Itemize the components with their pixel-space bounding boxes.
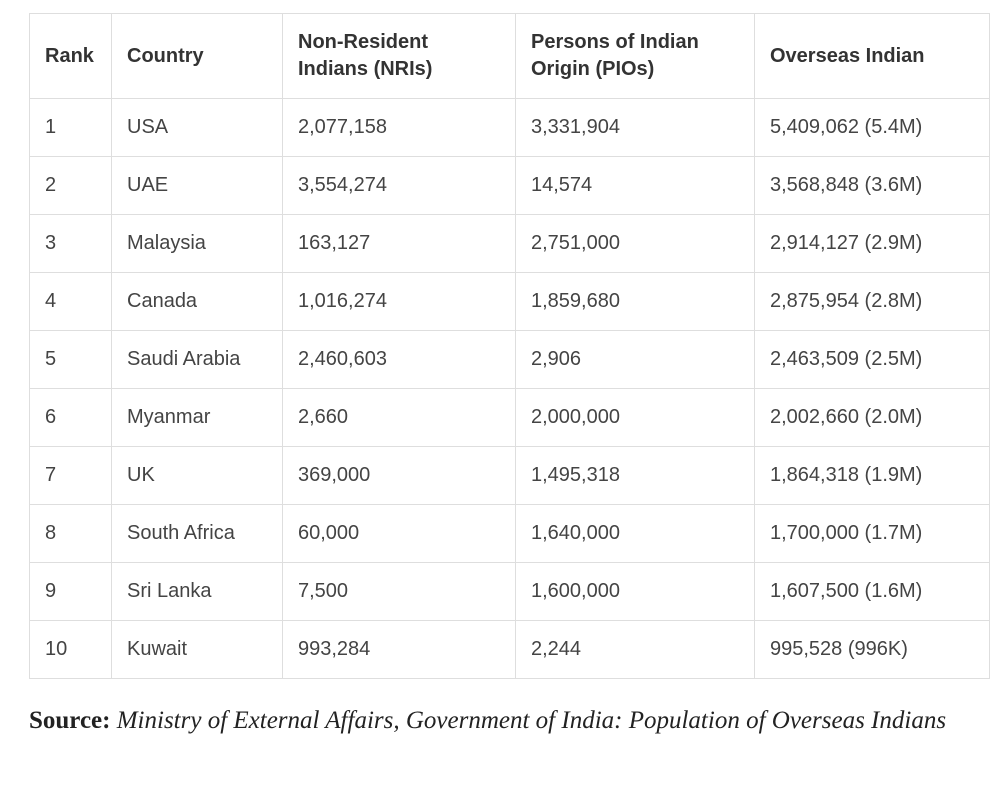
cell-pio: 1,640,000 [515, 504, 755, 563]
cell-overseas: 1,864,318 (1.9M) [754, 446, 990, 505]
cell-pio: 2,751,000 [515, 214, 755, 273]
table-row: 6 Myanmar 2,660 2,000,000 2,002,660 (2.0… [29, 388, 990, 447]
cell-pio: 1,859,680 [515, 272, 755, 331]
cell-pio: 2,000,000 [515, 388, 755, 447]
cell-country: South Africa [111, 504, 283, 563]
cell-overseas: 5,409,062 (5.4M) [754, 98, 990, 157]
cell-rank: 2 [29, 156, 112, 215]
cell-country: Kuwait [111, 620, 283, 679]
cell-pio: 14,574 [515, 156, 755, 215]
cell-nri: 2,077,158 [282, 98, 516, 157]
header-rank: Rank [29, 13, 112, 99]
table-header: Rank Country Non-Resident Indians (NRIs)… [29, 13, 990, 99]
cell-rank: 7 [29, 446, 112, 505]
cell-pio: 2,906 [515, 330, 755, 389]
cell-nri: 369,000 [282, 446, 516, 505]
cell-nri: 2,460,603 [282, 330, 516, 389]
cell-nri: 2,660 [282, 388, 516, 447]
cell-country: Malaysia [111, 214, 283, 273]
cell-pio: 1,600,000 [515, 562, 755, 621]
cell-overseas: 2,914,127 (2.9M) [754, 214, 990, 273]
header-overseas: Overseas Indian [754, 13, 990, 99]
cell-country: Saudi Arabia [111, 330, 283, 389]
table-row: 9 Sri Lanka 7,500 1,600,000 1,607,500 (1… [29, 562, 990, 621]
cell-overseas: 2,002,660 (2.0M) [754, 388, 990, 447]
table-body: 1 USA 2,077,158 3,331,904 5,409,062 (5.4… [29, 98, 990, 679]
overseas-indians-table: Rank Country Non-Resident Indians (NRIs)… [29, 13, 990, 679]
cell-overseas: 2,463,509 (2.5M) [754, 330, 990, 389]
table-row: 10 Kuwait 993,284 2,244 995,528 (996K) [29, 620, 990, 679]
table-row: 4 Canada 1,016,274 1,859,680 2,875,954 (… [29, 272, 990, 331]
cell-rank: 9 [29, 562, 112, 621]
cell-nri: 3,554,274 [282, 156, 516, 215]
table-row: 1 USA 2,077,158 3,331,904 5,409,062 (5.4… [29, 98, 990, 157]
table-row: 8 South Africa 60,000 1,640,000 1,700,00… [29, 504, 990, 563]
cell-country: UK [111, 446, 283, 505]
cell-rank: 5 [29, 330, 112, 389]
header-pio: Persons of Indian Origin (PIOs) [515, 13, 755, 99]
source-citation: Source: Ministry of External Affairs, Go… [29, 700, 989, 742]
table-row: 5 Saudi Arabia 2,460,603 2,906 2,463,509… [29, 330, 990, 389]
cell-rank: 4 [29, 272, 112, 331]
cell-rank: 6 [29, 388, 112, 447]
cell-nri: 1,016,274 [282, 272, 516, 331]
header-row: Rank Country Non-Resident Indians (NRIs)… [29, 13, 990, 99]
cell-overseas: 2,875,954 (2.8M) [754, 272, 990, 331]
header-nri: Non-Resident Indians (NRIs) [282, 13, 516, 99]
cell-overseas: 1,700,000 (1.7M) [754, 504, 990, 563]
table-row: 7 UK 369,000 1,495,318 1,864,318 (1.9M) [29, 446, 990, 505]
cell-nri: 993,284 [282, 620, 516, 679]
table-row: 3 Malaysia 163,127 2,751,000 2,914,127 (… [29, 214, 990, 273]
cell-nri: 7,500 [282, 562, 516, 621]
cell-rank: 1 [29, 98, 112, 157]
cell-rank: 8 [29, 504, 112, 563]
cell-nri: 163,127 [282, 214, 516, 273]
cell-overseas: 3,568,848 (3.6M) [754, 156, 990, 215]
cell-rank: 10 [29, 620, 112, 679]
header-country: Country [111, 13, 283, 99]
cell-country: UAE [111, 156, 283, 215]
cell-country: Myanmar [111, 388, 283, 447]
cell-nri: 60,000 [282, 504, 516, 563]
cell-overseas: 1,607,500 (1.6M) [754, 562, 990, 621]
source-label: Source: [29, 707, 111, 734]
cell-pio: 3,331,904 [515, 98, 755, 157]
cell-pio: 1,495,318 [515, 446, 755, 505]
cell-overseas: 995,528 (996K) [754, 620, 990, 679]
cell-rank: 3 [29, 214, 112, 273]
cell-country: Canada [111, 272, 283, 331]
overseas-indians-table-container: Rank Country Non-Resident Indians (NRIs)… [29, 13, 990, 679]
cell-country: USA [111, 98, 283, 157]
source-text: Ministry of External Affairs, Government… [116, 707, 947, 734]
cell-pio: 2,244 [515, 620, 755, 679]
cell-country: Sri Lanka [111, 562, 283, 621]
table-row: 2 UAE 3,554,274 14,574 3,568,848 (3.6M) [29, 156, 990, 215]
